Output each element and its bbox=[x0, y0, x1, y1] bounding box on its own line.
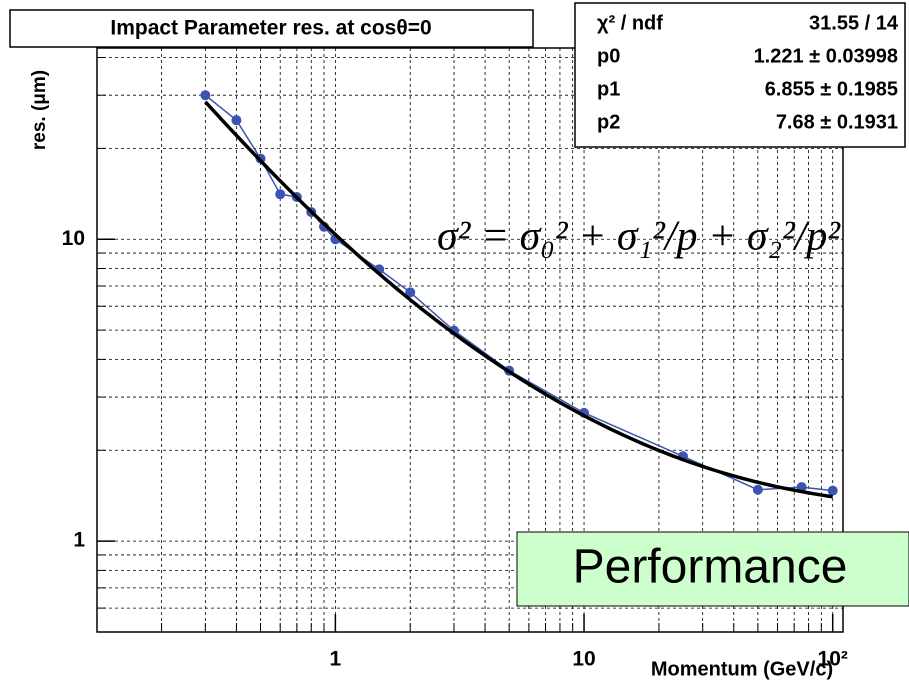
stats-value: 7.68 ± 0.1931 bbox=[776, 111, 898, 133]
stats-box bbox=[574, 2, 906, 148]
x-axis-label: Momentum (GeV/c) bbox=[651, 658, 833, 680]
data-point bbox=[405, 287, 416, 298]
x-tick-label: 10 bbox=[572, 648, 595, 671]
chart-title: Impact Parameter res. at cosθ=0 bbox=[110, 17, 431, 40]
y-axis-label: res. (μm) bbox=[29, 70, 50, 150]
stats-value: 1.221 ± 0.03998 bbox=[754, 45, 898, 67]
data-point bbox=[275, 189, 286, 200]
data-point bbox=[200, 90, 211, 101]
plot-frame bbox=[96, 47, 844, 633]
x-tick-label: 10² bbox=[818, 648, 848, 671]
stats-name: p1 bbox=[597, 78, 620, 100]
annotation: Performance bbox=[573, 541, 848, 594]
stats-name: p0 bbox=[597, 45, 620, 67]
x-tick-label: 1 bbox=[330, 648, 342, 671]
y-tick-label: 10 bbox=[62, 227, 85, 250]
data-point bbox=[752, 484, 763, 495]
stats-name: χ² / ndf bbox=[597, 12, 663, 34]
data-point bbox=[231, 115, 242, 126]
title-box bbox=[9, 9, 534, 48]
annotation-box bbox=[516, 531, 909, 607]
stats-name: p2 bbox=[597, 111, 620, 133]
formula: σ² = σ₀² + σ₁²/p + σ₂²/p² bbox=[437, 214, 841, 260]
y-tick-label: 1 bbox=[73, 529, 85, 552]
stats-value: 31.55 / 14 bbox=[809, 12, 899, 34]
data-point bbox=[827, 485, 838, 496]
fit-curve bbox=[204, 100, 833, 499]
stats-value: 6.855 ± 0.1985 bbox=[765, 78, 898, 100]
data-line bbox=[204, 94, 833, 492]
